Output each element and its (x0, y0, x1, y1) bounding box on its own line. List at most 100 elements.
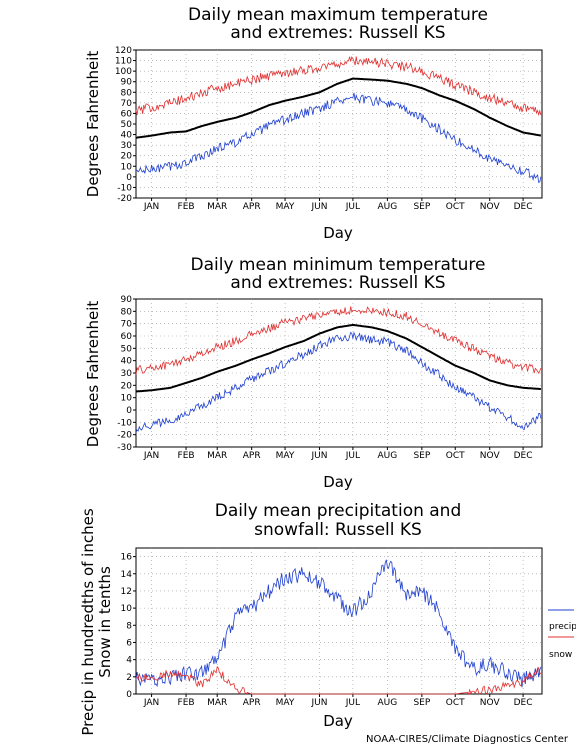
y-tick-label: 80 (121, 307, 133, 317)
series-mean-line (135, 77, 542, 139)
x-tick-label: AUG (378, 698, 398, 708)
chart-title-line-2: snowfall: Russell KS (254, 520, 422, 540)
x-tick-label: APR (243, 451, 261, 461)
chart-title-line-1: Daily mean maximum temperature (188, 5, 488, 25)
y-tick-label: 90 (121, 78, 133, 88)
x-tick-label: APR (243, 202, 261, 212)
x-tick-label: SEP (413, 451, 430, 461)
y-axis-label: Degrees Fahrenheit (84, 301, 102, 448)
x-tick-label: JUN (311, 698, 328, 708)
credit-text: NOAA-CIRES/Climate Diagnostics Center (366, 734, 569, 745)
x-tick-label: JUL (345, 451, 360, 461)
panel-precipitation: Daily mean precipitation and snowfall: R… (79, 501, 576, 736)
x-tick-label: APR (243, 698, 261, 708)
y-tick-label: 4 (126, 656, 132, 666)
x-tick-label: AUG (378, 451, 398, 461)
x-tick-label: FEB (178, 202, 195, 212)
plot-area: -30 -20 -10 0 10 20 30 40 50 60 70 80 90 JAN FEB MAR APR… (117, 295, 543, 461)
y-tick-label: 16 (121, 553, 133, 563)
y-tick-label: 20 (121, 381, 133, 391)
y-tick-label: 10 (121, 604, 133, 614)
x-tick-label: MAR (207, 451, 227, 461)
x-tick-label: OCT (446, 698, 465, 708)
y-tick-label: 12 (121, 587, 132, 597)
series-high-line (135, 306, 542, 375)
y-axis-label-line-1: Precip in hundredths of inches (79, 508, 97, 735)
x-tick-label: JAN (143, 698, 159, 708)
x-tick-label: MAR (207, 698, 227, 708)
series-mean-line (135, 323, 541, 393)
x-tick-label: NOV (480, 698, 501, 708)
legend-snow-label: snow (549, 650, 572, 660)
y-tick-label: 50 (121, 120, 133, 130)
panel-min-temperature: Daily mean minimum temperature and extre… (84, 255, 543, 491)
x-tick-label: FEB (178, 451, 195, 461)
x-axis-label: Day (323, 224, 353, 242)
x-tick-label: MAR (207, 202, 227, 212)
y-tick-label: 14 (121, 570, 133, 580)
series-precip-line (135, 559, 542, 688)
y-tick-label: 10 (121, 162, 133, 172)
y-tick-label: 50 (121, 344, 133, 354)
x-axis-label: Day (323, 473, 353, 491)
x-tick-label: SEP (413, 202, 430, 212)
x-tick-label: DEC (514, 202, 533, 212)
series-high-line (135, 55, 542, 117)
y-tick-label: 110 (115, 57, 132, 67)
x-axis-label: Day (323, 712, 353, 730)
chart-title-line-1: Daily mean precipitation and (215, 501, 462, 521)
x-tick-label: MAY (276, 451, 295, 461)
y-tick-label: 30 (121, 369, 133, 379)
y-tick-label: 0 (126, 690, 132, 700)
y-tick-label: 8 (126, 621, 132, 631)
x-tick-label: JUN (311, 451, 328, 461)
x-tick-label: JAN (143, 451, 159, 461)
series-low-line (135, 92, 542, 184)
legend: precip snow (548, 609, 576, 660)
series-low-line (135, 331, 542, 433)
y-tick-label: 70 (121, 99, 133, 109)
y-tick-label: 100 (115, 67, 132, 77)
x-tick-label: SEP (413, 698, 430, 708)
x-tick-label: MAY (276, 202, 295, 212)
plot-area: 0 2 4 6 8 10 12 14 16 JAN FEB MAR APR MAY JUN JUL AUG SEP… (121, 547, 543, 708)
y-axis-label-line-2: Snow in tenths (96, 566, 114, 678)
x-tick-label: NOV (480, 451, 501, 461)
y-axis-label: Degrees Fahrenheit (84, 51, 102, 198)
x-tick-label: OCT (446, 451, 465, 461)
x-tick-label: DEC (514, 698, 533, 708)
x-tick-label: DEC (514, 451, 533, 461)
y-tick-label: 60 (121, 109, 133, 119)
y-tick-label: 2 (126, 673, 132, 683)
panel-max-temperature: Daily mean maximum temperature and extre… (84, 5, 543, 242)
y-tick-label: -20 (117, 194, 132, 204)
y-tick-label: -10 (117, 183, 132, 193)
x-tick-label: FEB (178, 698, 195, 708)
y-tick-label: 10 (121, 394, 133, 404)
y-tick-label: 40 (121, 131, 133, 141)
y-tick-label: 6 (126, 638, 132, 648)
x-tick-label: JUL (345, 202, 360, 212)
x-tick-label: NOV (480, 202, 501, 212)
y-tick-label: 60 (121, 332, 133, 342)
x-tick-label: MAY (276, 698, 295, 708)
y-tick-label: 30 (121, 141, 133, 151)
plot-frame (135, 547, 543, 695)
chart-title-line-2: and extremes: Russell KS (230, 23, 445, 43)
legend-precip-label: precip (549, 622, 576, 632)
y-tick-label: 120 (115, 46, 132, 56)
y-tick-label: 0 (126, 406, 132, 416)
chart-title-line-2: and extremes: Russell KS (230, 273, 445, 293)
y-tick-label: -10 (117, 418, 132, 428)
chart-title-line-1: Daily mean minimum temperature (191, 255, 486, 275)
y-tick-label: 0 (126, 173, 132, 183)
y-tick-label: 20 (121, 152, 133, 162)
y-tick-label: 80 (121, 88, 133, 98)
y-tick-label: 90 (121, 295, 133, 305)
y-tick-label: -20 (117, 431, 132, 441)
x-tick-label: AUG (378, 202, 398, 212)
y-tick-label: 40 (121, 357, 133, 367)
x-tick-label: JUN (311, 202, 328, 212)
